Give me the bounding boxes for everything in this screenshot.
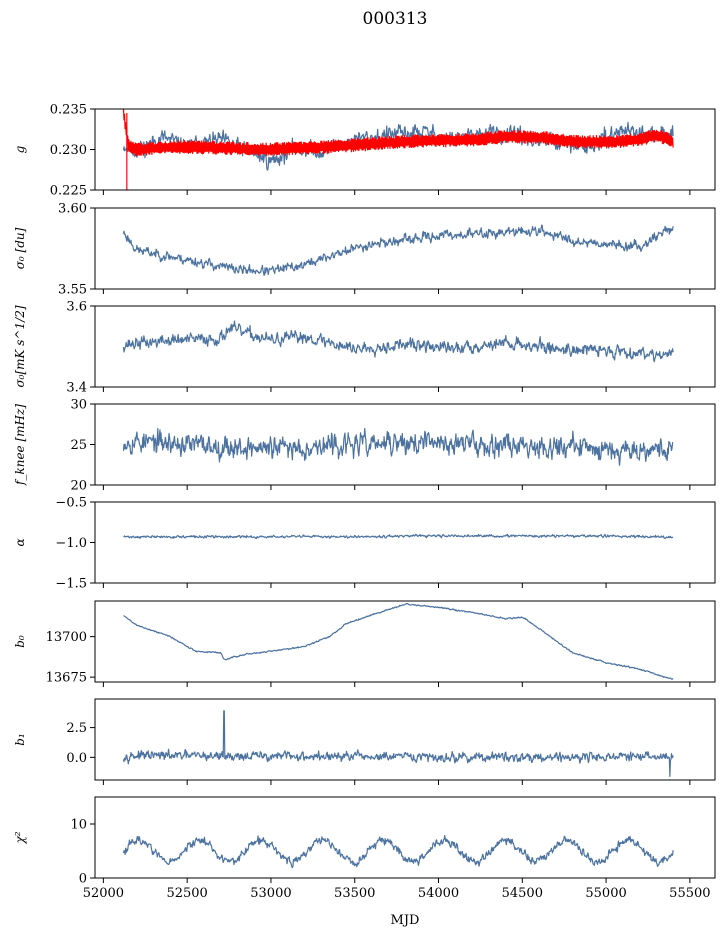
y-axis-label: f_knee [mHz] xyxy=(13,404,27,486)
x-tick-label: 53000 xyxy=(250,886,291,901)
y-tick-label: 3.55 xyxy=(58,283,87,298)
y-tick-label: 20 xyxy=(70,479,87,494)
panel-4: 20 25 30 f_knee [mHz] xyxy=(13,398,716,494)
x-axis-label: MJD xyxy=(391,913,420,928)
y-tick-label: −1.5 xyxy=(55,577,87,592)
x-tick-label: 54000 xyxy=(418,886,459,901)
x-tick-label: 53500 xyxy=(334,886,375,901)
y-tick-label: −0.5 xyxy=(55,496,87,511)
panel-frame xyxy=(94,207,716,290)
series-sigma0_du xyxy=(122,224,674,276)
panel-frame xyxy=(94,600,716,683)
x-tick-label: 52500 xyxy=(166,886,207,901)
x-tick-label: 55500 xyxy=(669,886,710,901)
series-chi2 xyxy=(122,834,674,869)
x-tick-label: 52000 xyxy=(83,886,124,901)
y-tick-label: 3.60 xyxy=(58,202,87,217)
y-tick-label: 0.0 xyxy=(66,751,87,766)
y-tick-label: 3.4 xyxy=(66,381,87,396)
y-tick-label: 3.6 xyxy=(66,300,87,315)
series-b1 xyxy=(122,710,674,778)
y-tick-label: 13675 xyxy=(46,671,87,686)
panel-frame xyxy=(94,305,716,388)
series-alpha xyxy=(123,533,674,540)
panel-frame xyxy=(94,796,716,879)
y-tick-label: 0.235 xyxy=(50,103,87,118)
panel-1: 0.225 0.230 0.235 g xyxy=(13,103,716,199)
y-tick-label: 0 xyxy=(79,872,87,887)
y-axis-label: g xyxy=(13,145,27,153)
panel-2: 3.55 3.60 σ₀ [du] xyxy=(13,202,716,298)
y-tick-label: 30 xyxy=(70,398,87,413)
y-tick-label: 25 xyxy=(70,438,87,453)
panel-frame xyxy=(94,698,716,781)
y-axis-label: χ² xyxy=(13,831,27,844)
series-b0 xyxy=(123,602,674,680)
series-sigma0_mK xyxy=(122,320,674,363)
panel-7: 0.0 2.5 b₁ xyxy=(13,698,716,785)
series-fknee xyxy=(122,427,674,466)
y-tick-label: −1.0 xyxy=(55,536,87,551)
x-tick-label: 54500 xyxy=(502,886,543,901)
panel-frame xyxy=(94,501,716,584)
y-axis-label: b₁ xyxy=(13,733,27,746)
y-tick-label: 10 xyxy=(70,818,87,833)
x-tick-label: 55000 xyxy=(585,886,626,901)
y-axis-label: b₀ xyxy=(13,635,27,648)
y-axis-label: α xyxy=(13,538,27,546)
y-tick-label: 13700 xyxy=(46,630,87,645)
panel-5: −1.5 −1.0 −0.5 α xyxy=(13,496,716,592)
y-tick-label: 2.5 xyxy=(66,721,87,736)
y-tick-label: 0.230 xyxy=(50,143,87,158)
panel-8: 0 10 52000 52500 53000 53500 54000 54500 55000 55… xyxy=(13,796,716,901)
series-g (fit) xyxy=(122,109,674,157)
panel-3: 3.4 3.6 σ₀[mK s^1/2] xyxy=(13,300,716,396)
figure-title: 000313 xyxy=(363,9,428,29)
panel-6: 13675 13700 b₀ xyxy=(13,600,716,687)
y-tick-label: 0.225 xyxy=(50,184,87,199)
y-axis-label: σ₀[mK s^1/2] xyxy=(13,305,27,387)
y-axis-label: σ₀ [du] xyxy=(13,227,27,269)
